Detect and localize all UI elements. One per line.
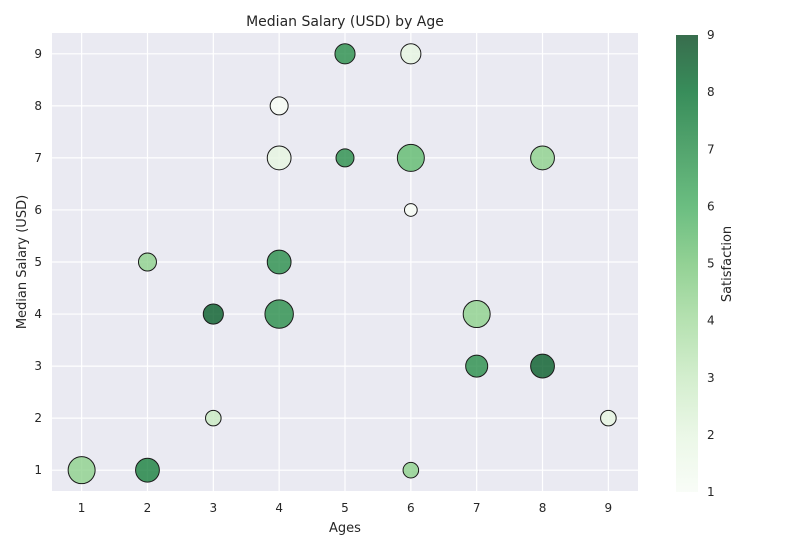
data-point: [403, 203, 418, 217]
data-point: [530, 145, 555, 171]
y-tick-label: 5: [34, 255, 42, 269]
data-point: [269, 96, 289, 116]
data-point: [202, 303, 224, 325]
y-tick-label: 3: [34, 359, 42, 373]
data-point: [465, 354, 489, 378]
data-point: [335, 148, 355, 168]
data-point: [137, 252, 157, 272]
colorbar: [676, 35, 698, 492]
data-point: [600, 409, 617, 427]
data-points: [67, 43, 617, 485]
colorbar-tick-label: 6: [707, 199, 715, 213]
y-tick-label: 9: [34, 47, 42, 61]
colorbar-tick-labels: 1 2 3 4 5 6 7 8 9: [707, 28, 715, 499]
colorbar-tick-label: 4: [707, 314, 715, 328]
x-tick-label: 2: [144, 501, 152, 515]
data-point: [530, 353, 555, 379]
x-tick-label: 7: [473, 501, 481, 515]
x-axis-label: Ages: [329, 521, 361, 536]
data-point: [462, 300, 491, 329]
data-point: [402, 461, 420, 479]
data-point: [266, 145, 292, 171]
y-tick-label: 1: [34, 463, 42, 477]
colorbar-tick-label: 1: [707, 485, 715, 499]
y-tick-label: 8: [34, 99, 42, 113]
x-tick-label: 3: [209, 501, 217, 515]
x-tick-label: 6: [407, 501, 415, 515]
x-tick-labels: 1 2 3 4 5 6 7 8 9: [78, 501, 612, 515]
x-tick-label: 5: [341, 501, 349, 515]
data-point: [396, 143, 425, 172]
x-tick-label: 1: [78, 501, 86, 515]
colorbar-label: Satisfaction: [720, 226, 735, 302]
x-tick-label: 4: [275, 501, 283, 515]
data-point: [334, 43, 356, 65]
y-tick-label: 4: [34, 307, 42, 321]
colorbar-tick-label: 2: [707, 428, 715, 442]
data-point: [400, 43, 422, 65]
y-tick-label: 7: [34, 151, 42, 165]
data-point: [67, 456, 96, 485]
colorbar-tick-label: 5: [707, 257, 715, 271]
colorbar-tick-label: 3: [707, 371, 715, 385]
data-point: [266, 249, 292, 275]
data-point: [205, 409, 222, 427]
x-tick-label: 8: [539, 501, 547, 515]
chart-title: Median Salary (USD) by Age: [246, 14, 444, 30]
x-tick-label: 9: [605, 501, 613, 515]
colorbar-tick-label: 7: [707, 142, 715, 156]
grid: [52, 33, 638, 491]
y-tick-labels: 1 2 3 4 5 6 7 8 9: [34, 47, 42, 477]
colorbar-tick-label: 9: [707, 28, 715, 42]
data-point: [264, 299, 294, 329]
colorbar-tick-label: 8: [707, 85, 715, 99]
y-tick-label: 2: [34, 411, 42, 425]
y-tick-label: 6: [34, 203, 42, 217]
y-axis-label: Median Salary (USD): [15, 195, 30, 329]
data-point: [135, 457, 160, 483]
